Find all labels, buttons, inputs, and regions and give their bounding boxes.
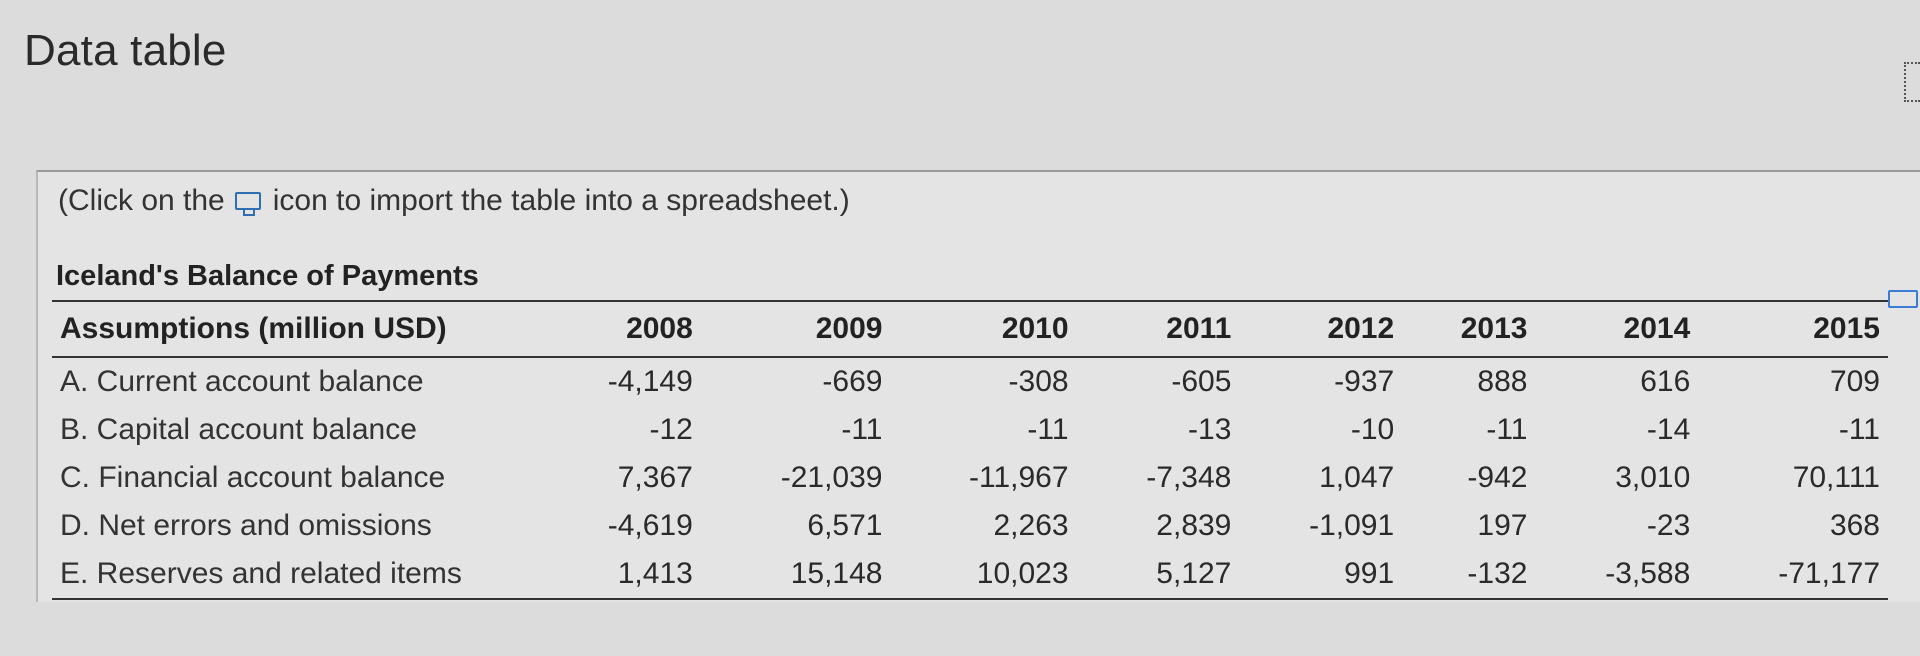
table-cell: 1,413 [538,550,701,600]
table-cell: -11 [1486,413,1528,446]
header-year: 2011 [1076,300,1240,358]
table-cell: 197 [1477,509,1528,542]
table-cell: 6,571 [807,509,883,542]
table-cell: 1,047 [1319,461,1395,494]
header-year: 2008 [538,300,701,358]
table-cell: 368 [1829,509,1880,542]
table-cell: -3,588 [1535,550,1699,600]
table-cell: 15,148 [700,550,891,600]
table-cell: -14 [1646,413,1691,446]
header-year: 2013 [1402,300,1536,358]
row-label: C. Financial account balance [60,461,446,494]
table-cell: -21,039 [780,461,883,494]
table-cell: -937 [1334,365,1395,398]
table-cell: -669 [822,365,883,398]
hint-suffix: icon to import the table into a spreadsh… [272,184,850,217]
table-cell: -11 [1838,413,1880,446]
spreadsheet-icon[interactable] [1888,290,1918,308]
table-header-row: Assumptions (million USD) 2008 2009 2010… [52,300,1888,358]
table-cell: 3,010 [1615,461,1691,494]
table-cell: -11,967 [969,461,1069,494]
table-cell: -942 [1467,461,1528,494]
table-cell: -4,149 [607,365,693,398]
header-year: 2009 [700,300,891,358]
table-cell: -605 [1171,365,1232,398]
table-row: E. Reserves and related items 1,413 15,1… [52,550,1888,600]
table-row: B. Capital account balance -12 -11 -11 -… [52,406,1888,454]
page-title: Data table [24,26,227,75]
table-cell: 616 [1640,365,1691,398]
table-cell: -12 [649,413,693,446]
row-label: E. Reserves and related items [52,550,538,600]
import-hint: (Click on the icon to import the table i… [58,184,850,218]
header-year: 2010 [890,300,1077,358]
table-cell: 2,263 [993,509,1069,542]
row-label: B. Capital account balance [60,413,417,446]
table-cell: 2,839 [1156,509,1232,542]
header-year: 2014 [1535,300,1699,358]
table-cell: 7,367 [617,461,693,494]
table-cell: 888 [1477,365,1528,398]
table-cell: -308 [1008,365,1069,398]
header-assumptions: Assumptions (million USD) [52,300,538,358]
table-cell: -10 [1350,413,1395,446]
table-cell: -11 [1027,413,1069,446]
table-cell: -132 [1402,550,1536,600]
row-label: D. Net errors and omissions [60,509,432,542]
table-cell: -1,091 [1309,509,1395,542]
row-label: A. Current account balance [60,365,424,398]
table-title: Iceland's Balance of Payments [56,260,479,292]
hint-prefix: (Click on the [58,184,225,217]
table-row: C. Financial account balance 7,367 -21,0… [52,454,1888,502]
header-year: 2015 [1698,300,1888,358]
table-row: D. Net errors and omissions -4,619 6,571… [52,502,1888,550]
table-cell: -7,348 [1146,461,1232,494]
table-cell: 70,111 [1792,461,1880,494]
data-table-panel: (Click on the icon to import the table i… [36,170,1920,602]
table-cell: -71,177 [1698,550,1888,600]
table-cell: -23 [1646,509,1691,542]
table-cell: -4,619 [607,509,693,542]
table-cell: -11 [841,413,883,446]
table-cell: 991 [1239,550,1403,600]
table-row: A. Current account balance -4,149 -669 -… [52,357,1888,406]
table-cell: 10,023 [890,550,1077,600]
table-cell: -13 [1188,413,1232,446]
table-cell: 5,127 [1076,550,1240,600]
window-edge-icon[interactable] [1904,62,1920,102]
import-spreadsheet-icon[interactable] [234,192,261,216]
table-cell: 709 [1829,365,1880,398]
balance-of-payments-table: Assumptions (million USD) 2008 2009 2010… [52,300,1888,600]
header-year: 2012 [1239,300,1403,358]
